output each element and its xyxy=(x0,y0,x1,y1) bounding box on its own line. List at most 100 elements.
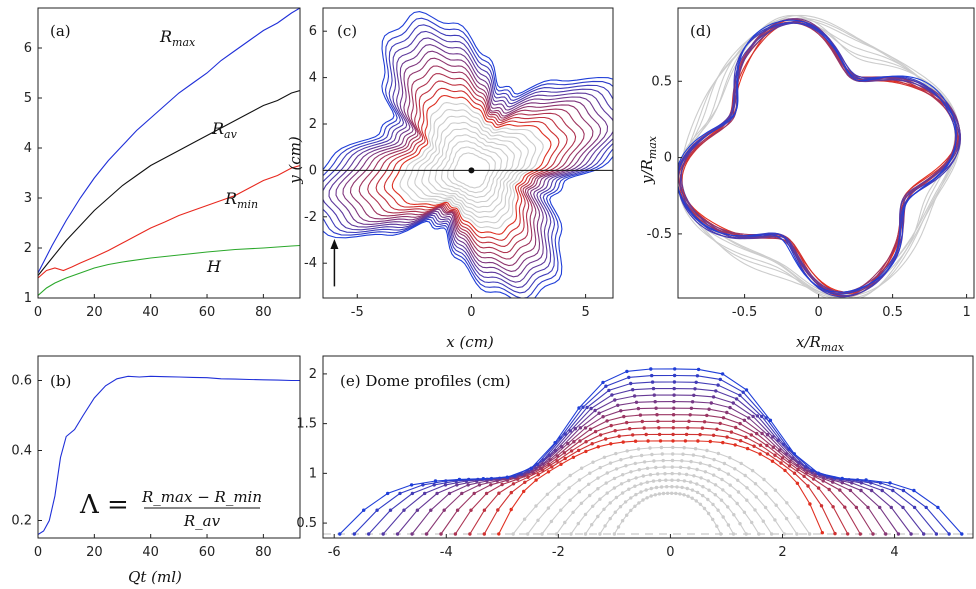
dome-point xyxy=(811,477,816,481)
dome-point xyxy=(739,461,743,466)
dome-point xyxy=(686,494,690,498)
dome-point xyxy=(568,498,572,502)
panel-d-xtick-label: -0.5 xyxy=(732,305,757,320)
dome-profile xyxy=(397,394,912,535)
dome-point xyxy=(728,483,732,487)
dome-point xyxy=(609,423,613,428)
dome-point xyxy=(631,433,635,437)
dome-point xyxy=(439,532,443,536)
panel-a-label: (a) xyxy=(50,22,71,40)
dome-point xyxy=(708,464,712,468)
panel-a-frame xyxy=(37,7,301,299)
front-contour xyxy=(434,134,509,203)
dome-point xyxy=(684,472,689,477)
dome-point xyxy=(702,455,706,459)
dome-point xyxy=(381,532,385,536)
normalized-contour xyxy=(680,20,961,294)
dome-point xyxy=(785,501,789,505)
dome-point xyxy=(753,482,758,486)
dome-point xyxy=(721,488,725,492)
dome-point xyxy=(700,426,705,430)
dome-point xyxy=(555,459,559,463)
dome-point xyxy=(671,419,676,423)
dome-point xyxy=(578,439,582,443)
dome-point xyxy=(673,367,677,371)
dome-point xyxy=(715,427,719,431)
dome-point xyxy=(713,493,717,497)
front-contour xyxy=(342,50,602,272)
dome-point xyxy=(768,418,773,422)
dome-point xyxy=(505,475,509,479)
dome-point xyxy=(468,532,472,536)
dome-point xyxy=(656,419,660,423)
dome-point xyxy=(632,394,637,398)
injection-point xyxy=(468,167,475,174)
dome-point xyxy=(410,532,414,536)
dome-point xyxy=(694,499,698,503)
dome-point xyxy=(588,471,592,475)
dome-point xyxy=(745,446,750,451)
dome-point xyxy=(633,484,637,488)
dome-point xyxy=(936,505,940,510)
dome-point xyxy=(614,495,619,500)
dome-point xyxy=(854,505,859,510)
dome-point xyxy=(649,486,653,491)
dome-point xyxy=(711,502,715,507)
dome-point xyxy=(610,393,614,397)
dome-point xyxy=(780,456,785,460)
panel-a-ytick-label: 5 xyxy=(24,91,32,106)
dome-point xyxy=(878,505,882,510)
dome-point xyxy=(639,482,643,486)
dome-point xyxy=(526,475,530,479)
dome-point xyxy=(484,491,489,496)
dome-point xyxy=(773,453,777,457)
dome-point xyxy=(656,472,660,476)
panel-c-xtick-label: 5 xyxy=(581,305,589,320)
dome-point xyxy=(571,455,576,459)
dome-point xyxy=(782,532,786,536)
dome-point xyxy=(784,516,789,521)
dome-point xyxy=(583,512,588,517)
dome-point xyxy=(960,532,964,536)
dome-point xyxy=(674,491,678,496)
dome-point xyxy=(707,407,711,411)
formula-lhs: Λ = xyxy=(79,490,129,520)
dome-point xyxy=(670,478,674,482)
panel-a-xtick-label: 80 xyxy=(255,305,272,320)
panel-a-xtick-label: 60 xyxy=(199,305,216,320)
dome-point xyxy=(432,483,436,487)
dome-point xyxy=(587,482,591,486)
front-contour xyxy=(421,121,522,213)
front-contour xyxy=(349,57,594,267)
dome-point xyxy=(708,439,712,444)
dome-point xyxy=(702,506,707,511)
dome-point xyxy=(693,387,697,391)
dome-point xyxy=(869,488,874,493)
panel-e-xtick-label: -6 xyxy=(328,545,341,560)
series-line-r-max xyxy=(38,8,300,274)
dome-point xyxy=(641,498,645,502)
dome-point xyxy=(402,508,406,512)
dome-point xyxy=(688,413,692,417)
dome-point xyxy=(663,472,667,476)
dome-point xyxy=(633,461,637,466)
dome-point xyxy=(572,440,576,444)
normalized-contour xyxy=(678,19,957,298)
dome-point xyxy=(796,515,800,520)
dome-point xyxy=(728,456,732,460)
normalized-contour xyxy=(678,22,961,298)
panel-e-xtick-label: -2 xyxy=(552,545,565,560)
dome-point xyxy=(770,459,775,463)
dome-point xyxy=(415,508,420,512)
dome-point xyxy=(658,478,662,483)
dome-point xyxy=(703,470,708,474)
panel-a-ytick-label: 2 xyxy=(24,241,32,256)
front-contour xyxy=(323,24,613,294)
dome-point xyxy=(593,408,597,413)
dome-point xyxy=(760,431,764,436)
normalized-contour xyxy=(679,22,961,298)
dome-point xyxy=(654,406,658,410)
dome-point xyxy=(738,439,743,443)
dome-point xyxy=(694,380,698,384)
dome-point xyxy=(744,435,748,439)
